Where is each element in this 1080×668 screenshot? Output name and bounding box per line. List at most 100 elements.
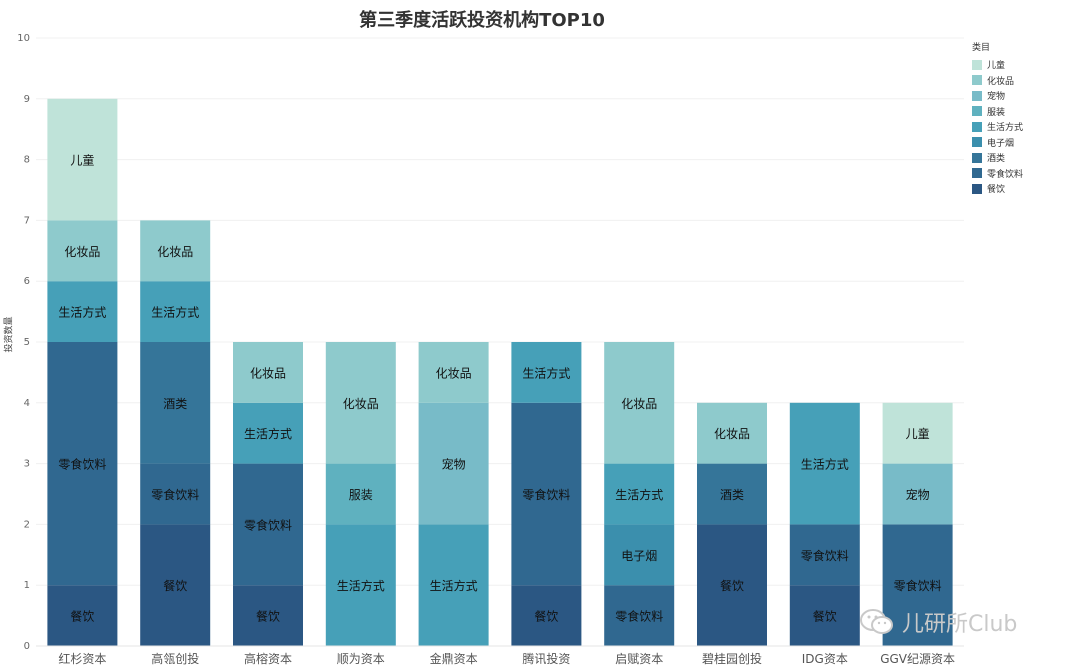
y-tick-label: 3 — [24, 459, 30, 470]
watermark-text: 儿研所Club — [902, 612, 1018, 637]
bar-segment[interactable] — [233, 402, 303, 464]
bar-segment[interactable] — [418, 342, 489, 403]
bar-segment[interactable] — [325, 342, 396, 464]
bar-segment[interactable] — [789, 402, 860, 525]
bar-segment[interactable] — [789, 524, 860, 586]
bar-segment[interactable] — [47, 342, 118, 586]
bar-segment-label: 餐饮 — [70, 609, 94, 624]
bar-segment[interactable] — [47, 220, 118, 282]
bar-segment-label: 化妆品 — [64, 245, 100, 259]
bar-segment-label: 生活方式 — [801, 457, 849, 472]
legend-item[interactable]: 化妆品 — [972, 73, 1023, 89]
x-tick-label: 红杉资本 — [58, 651, 106, 666]
legend-swatch — [972, 121, 982, 132]
x-tick-label: 顺为资本 — [337, 652, 385, 666]
bar-segment[interactable] — [233, 585, 303, 646]
y-tick-label: 4 — [24, 398, 30, 409]
bar-segment[interactable] — [511, 342, 582, 403]
bar-segment[interactable] — [882, 402, 953, 464]
bar-segment[interactable] — [604, 585, 675, 646]
legend-item[interactable]: 服装 — [972, 104, 1023, 120]
bar-segment-label: 餐饮 — [163, 578, 187, 593]
bar-segment-label: 生活方式 — [244, 426, 292, 441]
bar-segment-label: 化妆品 — [621, 397, 657, 411]
bar-segment[interactable] — [697, 402, 767, 464]
bar-segment[interactable] — [325, 463, 396, 525]
bar-segment-label: 餐饮 — [534, 609, 558, 624]
bar-segment[interactable] — [604, 342, 675, 464]
bar-segment-label: 零食饮料 — [801, 548, 849, 563]
y-tick-label: 2 — [24, 519, 30, 530]
bar-segment[interactable] — [233, 342, 303, 403]
bar-segment[interactable] — [140, 281, 211, 342]
bar-segment[interactable] — [511, 585, 582, 646]
y-tick-label: 5 — [24, 337, 30, 348]
bar-segment-label: 餐饮 — [813, 609, 837, 624]
bar-segment[interactable] — [511, 402, 582, 586]
x-tick-label: 金鼎资本 — [430, 651, 478, 666]
bar-segment-label: 化妆品 — [436, 366, 472, 380]
x-tick-label: 碧桂园创投 — [702, 651, 762, 666]
y-tick-label: 10 — [17, 33, 30, 44]
bar-segment[interactable] — [140, 342, 211, 464]
bar-segment[interactable] — [789, 585, 860, 646]
bar-segment[interactable] — [697, 524, 767, 646]
bar-segment-label: 餐饮 — [720, 578, 744, 593]
bar-segment[interactable] — [418, 402, 489, 525]
watermark: 儿研所Club — [860, 602, 1060, 642]
y-tick-label: 9 — [24, 94, 30, 105]
legend-swatch — [972, 137, 982, 148]
legend-item[interactable]: 酒类 — [972, 150, 1023, 166]
bar-segment[interactable] — [882, 524, 953, 646]
legend-swatch — [972, 75, 982, 86]
bar-segment[interactable] — [140, 220, 211, 282]
chart-title: 第三季度活跃投资机构TOP10 — [359, 10, 605, 31]
bar-segment[interactable] — [140, 463, 211, 525]
x-tick-label: 腾讯投资 — [522, 651, 570, 666]
bar-segment[interactable] — [47, 585, 118, 646]
bar-segment[interactable] — [697, 463, 767, 525]
bar-segment[interactable] — [882, 463, 953, 525]
bar-segment[interactable] — [47, 98, 118, 221]
wechat-logo-icon — [860, 609, 893, 634]
bar-segment-label: 化妆品 — [714, 427, 750, 441]
legend-swatch — [972, 59, 982, 70]
bar-segment[interactable] — [418, 524, 489, 646]
y-tick-label: 1 — [24, 580, 30, 591]
bar-segment-label: 零食饮料 — [58, 457, 106, 472]
bar-segment-label: 化妆品 — [250, 366, 286, 380]
y-tick-label: 7 — [24, 215, 30, 226]
bar-segment-label: 儿童 — [906, 426, 930, 441]
bar-segment-label: 服装 — [349, 488, 373, 502]
bar-segment[interactable] — [325, 524, 396, 646]
legend-label: 儿童 — [987, 61, 1006, 72]
legend-label: 生活方式 — [987, 123, 1024, 134]
legend-label: 电子烟 — [987, 138, 1015, 149]
legend-swatch — [972, 90, 982, 101]
legend-item[interactable]: 儿童 — [972, 57, 1023, 73]
bar-segment-label: 生活方式 — [430, 578, 478, 593]
legend-item[interactable]: 电子烟 — [972, 135, 1023, 151]
bar-segment-label: 酒类 — [720, 488, 744, 502]
legend-label: 酒类 — [987, 154, 1006, 165]
bar-segment[interactable] — [233, 463, 303, 586]
legend-swatch — [972, 152, 982, 163]
legend-item[interactable]: 生活方式 — [972, 119, 1023, 135]
bar-segment[interactable] — [47, 281, 118, 342]
y-tick-label: 8 — [24, 155, 30, 166]
bar-segment-label: 零食饮料 — [894, 578, 942, 593]
legend-item[interactable]: 零食饮料 — [972, 166, 1023, 182]
legend-item[interactable]: 餐饮 — [972, 181, 1023, 197]
x-tick-label: GGV纪源资本 — [880, 652, 955, 666]
legend-swatch — [972, 183, 982, 194]
legend-item[interactable]: 宠物 — [972, 88, 1023, 104]
bar-segment-label: 儿童 — [70, 153, 94, 168]
bar-segment-label: 电子烟 — [621, 549, 657, 563]
bar-segment-label: 酒类 — [163, 397, 187, 411]
bar-segment[interactable] — [604, 524, 675, 586]
legend-label: 宠物 — [987, 92, 1006, 103]
bar-segment-label: 生活方式 — [151, 305, 199, 320]
bar-segment[interactable] — [604, 463, 675, 525]
x-tick-label: 高榕资本 — [244, 651, 292, 666]
bar-segment[interactable] — [140, 524, 211, 646]
